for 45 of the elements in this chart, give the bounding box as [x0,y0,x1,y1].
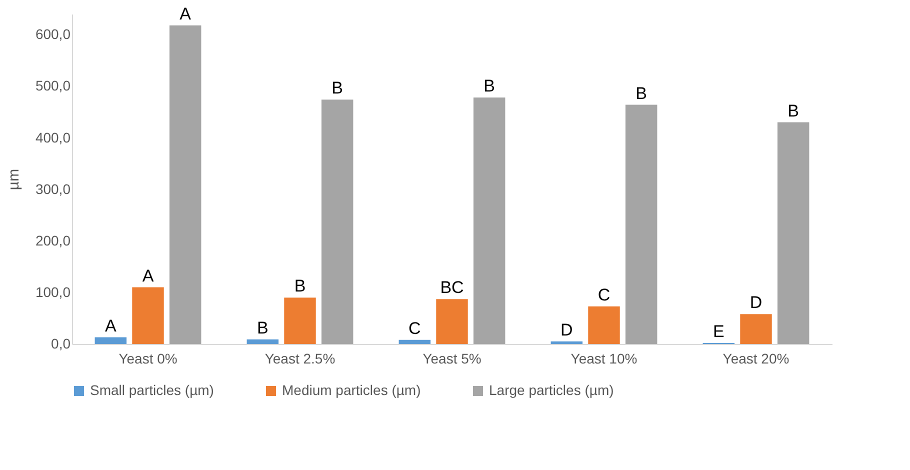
y-tick-label: 400,0 [35,129,71,146]
bar [132,287,164,344]
y-tick-label: 100,0 [35,284,71,300]
y-axis-title: µm [5,168,22,190]
y-tick-label: 200,0 [35,232,71,248]
data-label: D [560,320,573,340]
data-label: C [408,318,421,338]
data-label: BC [440,278,464,298]
legend-label: Small particles (µm) [90,382,214,398]
y-tick-label: 500,0 [35,78,71,94]
data-label: A [104,316,117,336]
x-tick-label: Yeast 0% [118,350,178,366]
data-label: B [636,84,648,103]
bar [473,98,506,344]
data-label: A [180,4,192,24]
y-tick-label: 0,0 [51,336,71,352]
bar [625,104,658,344]
bar [321,100,354,344]
y-tick-label: 300,0 [35,180,71,197]
data-label: B [788,101,800,120]
data-label: A [142,266,154,286]
x-tick-label: Yeast 2.5% [264,350,336,366]
data-label: B [484,76,496,96]
x-tick-label: Yeast 5% [422,350,482,366]
data-label: C [598,285,610,304]
data-label: E [712,322,724,341]
bar [588,306,620,344]
x-tick-label: Yeast 20% [722,350,790,366]
bar [550,341,583,344]
bar [436,299,468,344]
data-label: B [256,318,268,338]
bar [777,122,810,344]
data-label: D [750,293,762,312]
data-label: B [294,276,306,296]
bar [94,337,127,344]
bar [740,314,772,344]
y-tick-label: 600,0 [35,26,71,42]
bar [284,298,316,344]
data-label: B [332,78,344,98]
legend-label: Large particles (µm) [489,382,614,398]
x-tick-label: Yeast 10% [570,350,638,366]
bar [169,25,202,344]
legend-label: Medium particles (µm) [282,382,421,398]
bar [398,340,431,344]
bar [246,339,279,344]
